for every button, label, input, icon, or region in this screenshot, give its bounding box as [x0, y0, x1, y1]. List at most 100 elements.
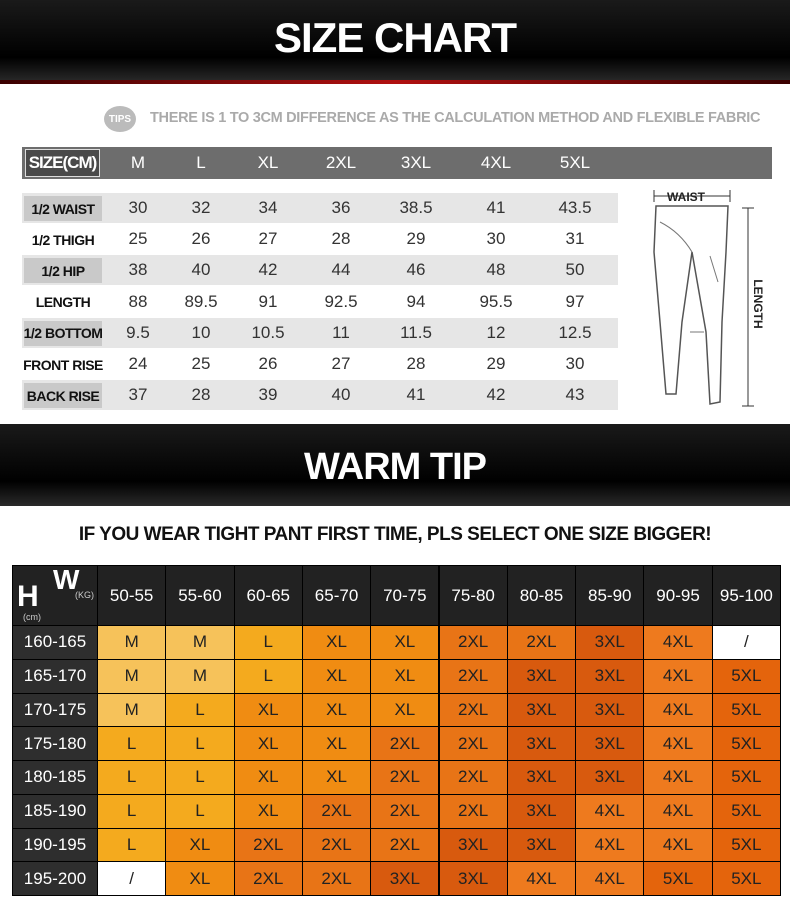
measure-value: 24	[128, 354, 148, 373]
measure-value: 29	[486, 354, 506, 373]
measure-value: 29	[406, 229, 426, 249]
size-cell: 2XL	[370, 760, 440, 795]
measure-value: 95.5	[479, 291, 513, 311]
size-cell: 4XL	[643, 692, 713, 728]
size-cell: 5XL	[711, 760, 781, 795]
size-cell: XL	[301, 658, 372, 694]
size-cell: 2XL	[438, 658, 508, 694]
row-band	[22, 380, 618, 411]
measure-value: 41	[406, 385, 426, 405]
length-label: LENGTH	[751, 279, 765, 328]
size-cell: 2XL	[506, 625, 577, 660]
size-cell: 3XL	[575, 625, 645, 660]
size-cell: XL	[301, 760, 372, 795]
measure-label: 1/2 BOTTOM	[24, 320, 103, 346]
size-cell: XL	[370, 658, 440, 694]
size-cell: L	[233, 625, 303, 660]
measure-value: 30	[565, 354, 585, 373]
measure-value: 97	[565, 291, 585, 311]
measure-value: 28	[406, 354, 426, 373]
weight-header: 85-90	[575, 565, 645, 626]
measure-value: 48	[486, 260, 506, 280]
tips-text: THERE IS 1 TO 3CM DIFFERENCE AS THE CALC…	[150, 110, 761, 126]
size-cell: 2XL	[438, 625, 508, 660]
size-cell: 5XL	[711, 861, 781, 896]
size-cell: 5XL	[711, 726, 781, 761]
size-cell: 4XL	[575, 861, 645, 896]
measure-value: 43.5	[558, 198, 592, 217]
header-band	[0, 0, 790, 82]
size-cell: M	[97, 625, 167, 660]
size-cell: XL	[370, 692, 440, 728]
height-label: 175-180	[12, 726, 98, 761]
measure-value: 88	[128, 291, 148, 311]
corner-cm: (cm)	[23, 612, 41, 622]
size-cell: 3XL	[506, 760, 577, 795]
measure-value: 27	[331, 354, 351, 373]
measure-value: 92.5	[324, 291, 358, 311]
measure-value: 42	[258, 260, 278, 280]
size-cell: L	[233, 658, 303, 694]
size-cell: 2XL	[301, 861, 372, 896]
size-cell: 3XL	[506, 658, 577, 694]
measure-label: 1/2 WAIST	[24, 196, 102, 221]
measure-value: 37	[128, 385, 148, 405]
measure-value: 94	[406, 291, 426, 311]
measure-value: 44	[331, 260, 351, 280]
size-cell: 4XL	[643, 726, 713, 761]
corner-cell: H W (KG) (cm)	[12, 564, 98, 626]
size-cell: 2XL	[438, 726, 508, 761]
weight-header: 80-85	[506, 565, 577, 626]
size-cell: 4XL	[643, 827, 713, 863]
size-cell: 5XL	[711, 692, 781, 728]
size-cell: 4XL	[643, 658, 713, 694]
measure-label: 1/2 HIP	[24, 258, 102, 284]
weight-header: 95-100	[711, 565, 781, 626]
weight-header: 50-55	[97, 565, 167, 626]
size-cell: 2XL	[370, 793, 440, 829]
size-cell: 4XL	[643, 793, 713, 829]
measure-value: 11.5	[400, 322, 432, 342]
measure-value: 25	[128, 229, 148, 249]
warm-tip-title: WARM TIP	[304, 446, 487, 488]
measure-value: 32	[191, 198, 211, 217]
size-cell: XL	[233, 760, 303, 795]
measure-value: 91	[258, 291, 278, 311]
size-cell: XL	[165, 861, 235, 896]
size-cell: 3XL	[506, 692, 577, 728]
size-cell: XL	[301, 726, 372, 761]
measure-value: 34	[258, 198, 278, 217]
measure-value: 28	[191, 385, 211, 405]
size-header: XL	[257, 153, 279, 172]
measure-value: 41	[486, 198, 506, 217]
size-cell: XL	[165, 827, 235, 863]
size-cell: L	[97, 726, 167, 761]
waist-label: WAIST	[667, 190, 706, 204]
size-cell: 3XL	[506, 793, 577, 829]
size-cell: 2XL	[438, 793, 508, 829]
page-title: SIZE CHART	[274, 14, 517, 61]
measure-value: 11	[332, 322, 350, 342]
size-cell: 3XL	[575, 692, 645, 728]
measure-value: 27	[258, 229, 278, 249]
size-cell: 2XL	[438, 692, 508, 728]
measure-value: 40	[331, 385, 351, 405]
measure-value: 9.5	[126, 322, 150, 342]
size-cell: 3XL	[438, 861, 508, 896]
height-label: 160-165	[12, 625, 98, 660]
size-cell: /	[711, 625, 781, 660]
row-band	[22, 193, 618, 223]
measure-value: 10	[191, 322, 211, 342]
measure-label: BACK RISE	[24, 383, 102, 409]
size-cell: M	[165, 658, 235, 694]
warm-tip-note: IF YOU WEAR TIGHT PANT FIRST TIME, PLS S…	[78, 524, 712, 545]
size-cell: M	[97, 658, 167, 694]
size-cell: 4XL	[506, 861, 577, 896]
measure-value: 89.5	[184, 291, 218, 311]
length-label-bg	[750, 274, 764, 334]
size-header-label: SIZE(CM)	[25, 149, 100, 177]
measure-value: 43	[565, 385, 585, 405]
size-cell: 2XL	[438, 760, 508, 795]
height-label: 165-170	[12, 658, 98, 694]
size-cell: L	[165, 726, 235, 761]
